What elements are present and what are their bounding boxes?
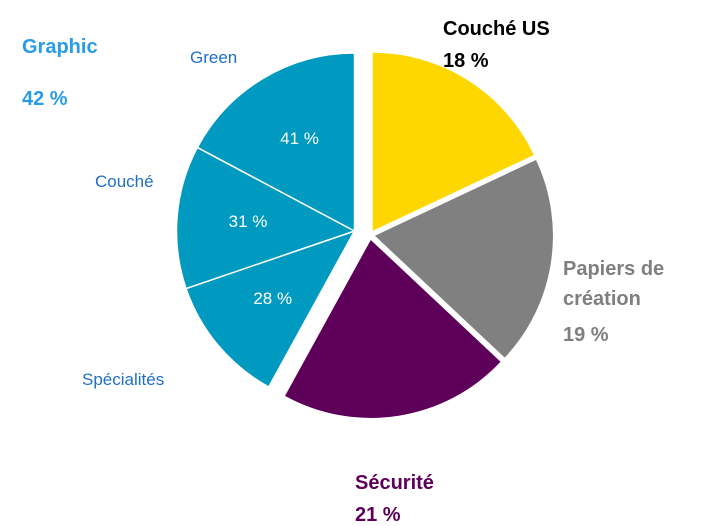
sub-value-label: 41 % <box>280 129 319 148</box>
sub-category-label: Green <box>190 48 238 67</box>
value-label: 18 % <box>443 50 489 72</box>
value-label: 42 % <box>22 88 68 110</box>
sub-slice <box>196 52 356 233</box>
sub-value-label: 31 % <box>229 212 268 231</box>
category-label: Sécurité <box>355 472 434 494</box>
value-label: 19 % <box>563 324 609 346</box>
sub-category-label: Couché <box>95 172 154 191</box>
category-label: Graphic <box>22 36 98 58</box>
sub-category-label: Spécialités <box>82 370 165 389</box>
slice <box>374 159 553 358</box>
slice <box>285 239 501 418</box>
sub-slice <box>175 146 357 290</box>
sub-value-label: 28 % <box>253 289 292 308</box>
value-label: 21 % <box>355 504 401 526</box>
category-label: Papiers de création <box>563 258 665 310</box>
slice <box>372 52 534 231</box>
category-label: Couché US <box>443 18 550 40</box>
sub-slice <box>185 229 357 389</box>
